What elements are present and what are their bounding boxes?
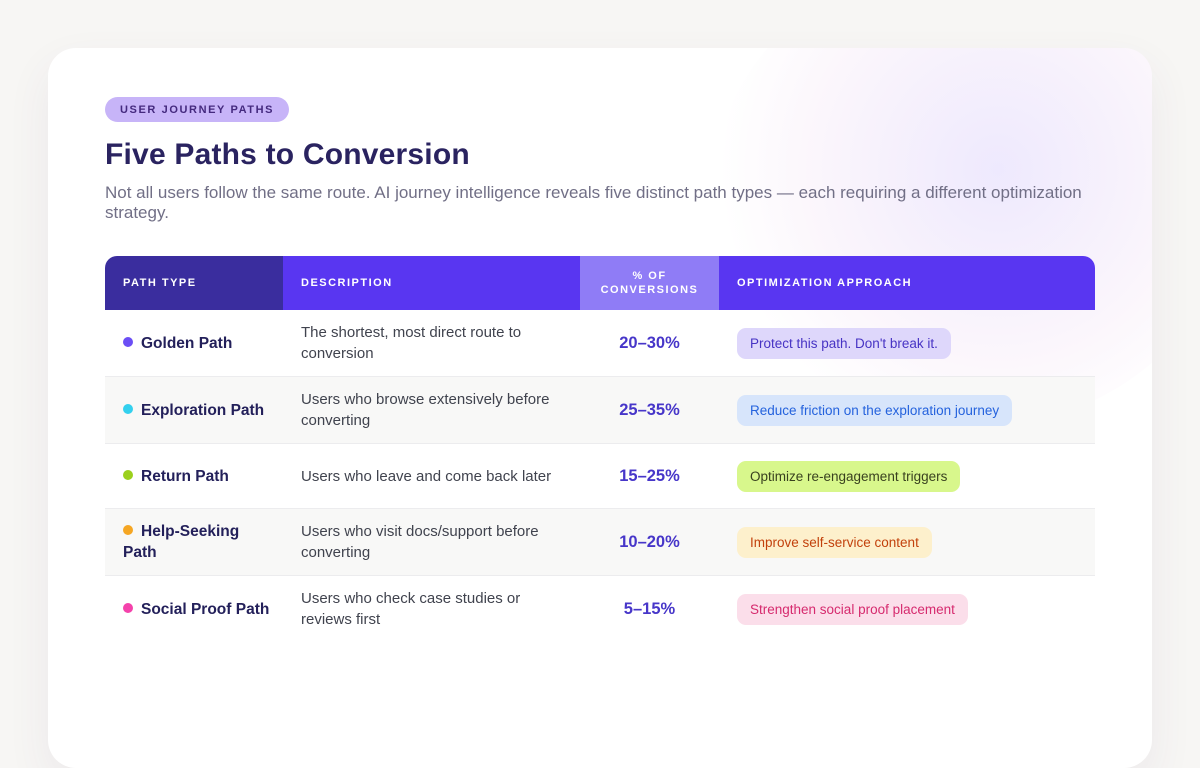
column-header-approach: OPTIMIZATION APPROACH [719,256,1095,310]
approach-badge: Strengthen social proof placement [737,593,968,625]
approach-badge: Optimize re-engagement triggers [737,460,961,492]
conversion-range: 10–20% [619,532,680,551]
path-color-dot [123,602,133,613]
path-name-cell: Golden Path [105,333,283,354]
card-content: USER JOURNEY PATHS Five Paths to Convers… [48,48,1152,682]
column-header-conversions: % OF CONVERSIONS [580,256,719,310]
table-row: Golden Path The shortest, most direct ro… [105,310,1095,376]
approach-cell: Strengthen social proof placement [719,593,1095,625]
eyebrow-badge: USER JOURNEY PATHS [105,97,290,122]
table-row: Social Proof Path Users who check case s… [105,575,1095,642]
path-name: Return Path [141,467,229,485]
path-name: Exploration Path [141,401,265,419]
conversion-range: 5–15% [623,599,676,618]
path-description: The shortest, most direct route to conve… [301,324,522,362]
approach-badge: Improve self-service content [737,526,932,558]
approach-badge: Protect this path. Don't break it. [737,327,951,359]
column-header-path-type: PATH TYPE [105,256,283,310]
approach-badge: Reduce friction on the exploration journ… [737,394,1013,426]
path-description: Users who browse extensively before conv… [301,391,550,429]
approach-cell: Optimize re-engagement triggers [719,460,1095,492]
path-name-cell: Exploration Path [105,400,283,421]
approach-cell: Protect this path. Don't break it. [719,327,1095,359]
column-header-description: DESCRIPTION [283,256,580,310]
path-name-cell: Return Path [105,466,283,487]
conversion-range: 15–25% [619,466,680,485]
table-row: Help-Seeking Path Users who visit docs/s… [105,508,1095,575]
path-name: Help-Seeking Path [123,523,240,561]
path-name: Social Proof Path [141,600,270,618]
path-color-dot [123,525,133,535]
path-description: Users who check case studies or reviews … [301,590,521,628]
table-header-row: PATH TYPE DESCRIPTION % OF CONVERSIONS O… [105,256,1095,310]
path-name-cell: Help-Seeking Path [105,521,283,563]
page-subtitle: Not all users follow the same route. AI … [105,183,1082,222]
approach-cell: Reduce friction on the exploration journ… [719,394,1095,426]
approach-cell: Improve self-service content [719,526,1095,558]
path-description: Users who leave and come back later [301,467,552,485]
path-color-dot [123,469,133,480]
page-title: Five Paths to Conversion [105,138,470,171]
table-row: Return Path Users who leave and come bac… [105,443,1095,508]
path-description: Users who visit docs/support before conv… [301,523,539,561]
path-color-dot [123,336,133,347]
conversion-range: 20–30% [619,333,680,352]
table-row: Exploration Path Users who browse extens… [105,376,1095,443]
conversion-range: 25–35% [619,400,680,419]
paths-table: PATH TYPE DESCRIPTION % OF CONVERSIONS O… [105,256,1095,642]
path-name: Golden Path [141,334,233,352]
content-card: USER JOURNEY PATHS Five Paths to Convers… [48,48,1152,768]
path-color-dot [123,403,133,414]
path-name-cell: Social Proof Path [105,599,283,620]
